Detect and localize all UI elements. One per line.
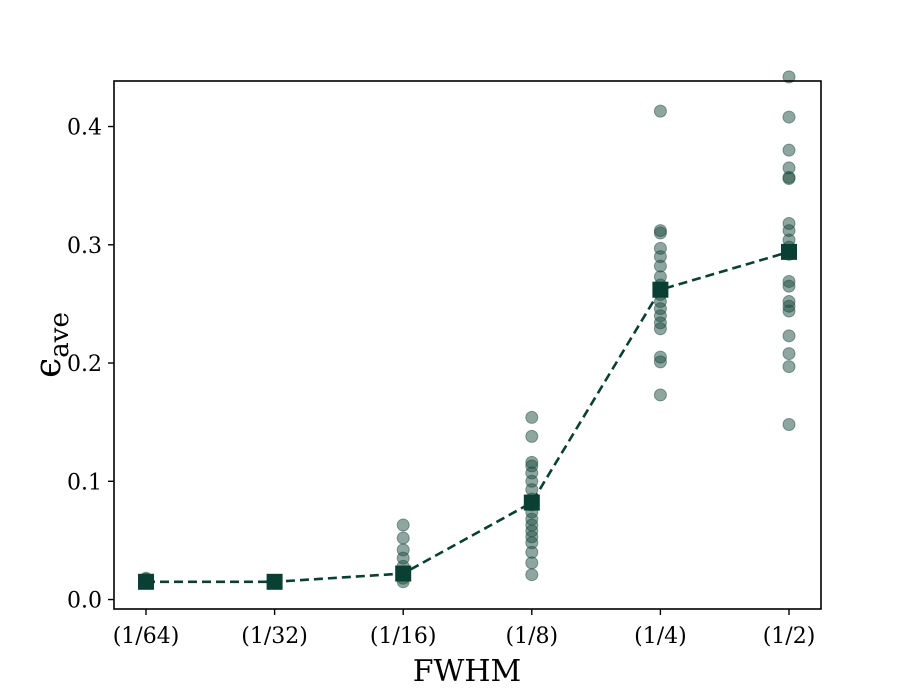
scatter-point	[653, 224, 667, 238]
scatter-point	[396, 543, 410, 557]
x-tick-label: (1/2)	[763, 624, 816, 649]
scatter-point	[653, 104, 667, 118]
mean-marker	[523, 494, 540, 511]
scatter-point	[653, 241, 667, 255]
scatter-point	[653, 350, 667, 364]
x-axis-label: FWHM	[413, 654, 522, 685]
scatter-point	[782, 274, 796, 288]
x-tick-label: (1/64)	[113, 624, 180, 649]
y-axis-label-subscript: ave	[45, 312, 75, 358]
scatter-point	[782, 216, 796, 230]
scatter-point	[782, 360, 796, 374]
mean-marker	[395, 565, 412, 582]
scatter-points	[139, 70, 796, 590]
mean-line	[138, 243, 797, 590]
y-axis-label-symbol: ϵ	[28, 358, 69, 378]
axes: 0.0 0.1 0.2 0.3 0.4 (1/64) (1/32) (1/16) (1/8) (1…	[67, 80, 822, 649]
scatter-point	[782, 70, 796, 84]
scatter-point	[525, 455, 539, 469]
y-tick-label: 0.0	[67, 589, 102, 614]
scatter-point	[782, 110, 796, 124]
scatter-point	[396, 531, 410, 545]
scatter-point	[782, 347, 796, 361]
y-tick-label: 0.2	[67, 352, 102, 377]
y-tick-label: 0.4	[67, 116, 102, 141]
mean-marker	[781, 243, 797, 260]
plot-frame	[113, 80, 822, 610]
scatter-point	[782, 418, 796, 432]
mean-marker	[266, 573, 283, 590]
x-tick-label: (1/32)	[241, 624, 308, 649]
x-tick-label: (1/16)	[370, 624, 437, 649]
scatter-point	[525, 410, 539, 424]
scatter-point	[525, 429, 539, 443]
x-tick-label: (1/4)	[634, 624, 687, 649]
scatter-point	[782, 295, 796, 309]
y-axis-label: ϵave	[28, 312, 75, 378]
scatter-point	[782, 143, 796, 157]
scatter-point	[653, 388, 667, 402]
x-tick-label: (1/8)	[506, 624, 559, 649]
scatter-point	[525, 568, 539, 582]
mean-marker	[138, 573, 154, 590]
labels: FWHM ϵave	[28, 312, 522, 689]
scatter-point	[782, 161, 796, 175]
y-tick-label: 0.3	[67, 234, 102, 259]
scatter-point	[782, 329, 796, 343]
scatter-point	[396, 518, 410, 532]
y-tick-label: 0.1	[67, 470, 102, 495]
mean-line-path	[146, 250, 790, 584]
mean-marker	[652, 281, 669, 298]
